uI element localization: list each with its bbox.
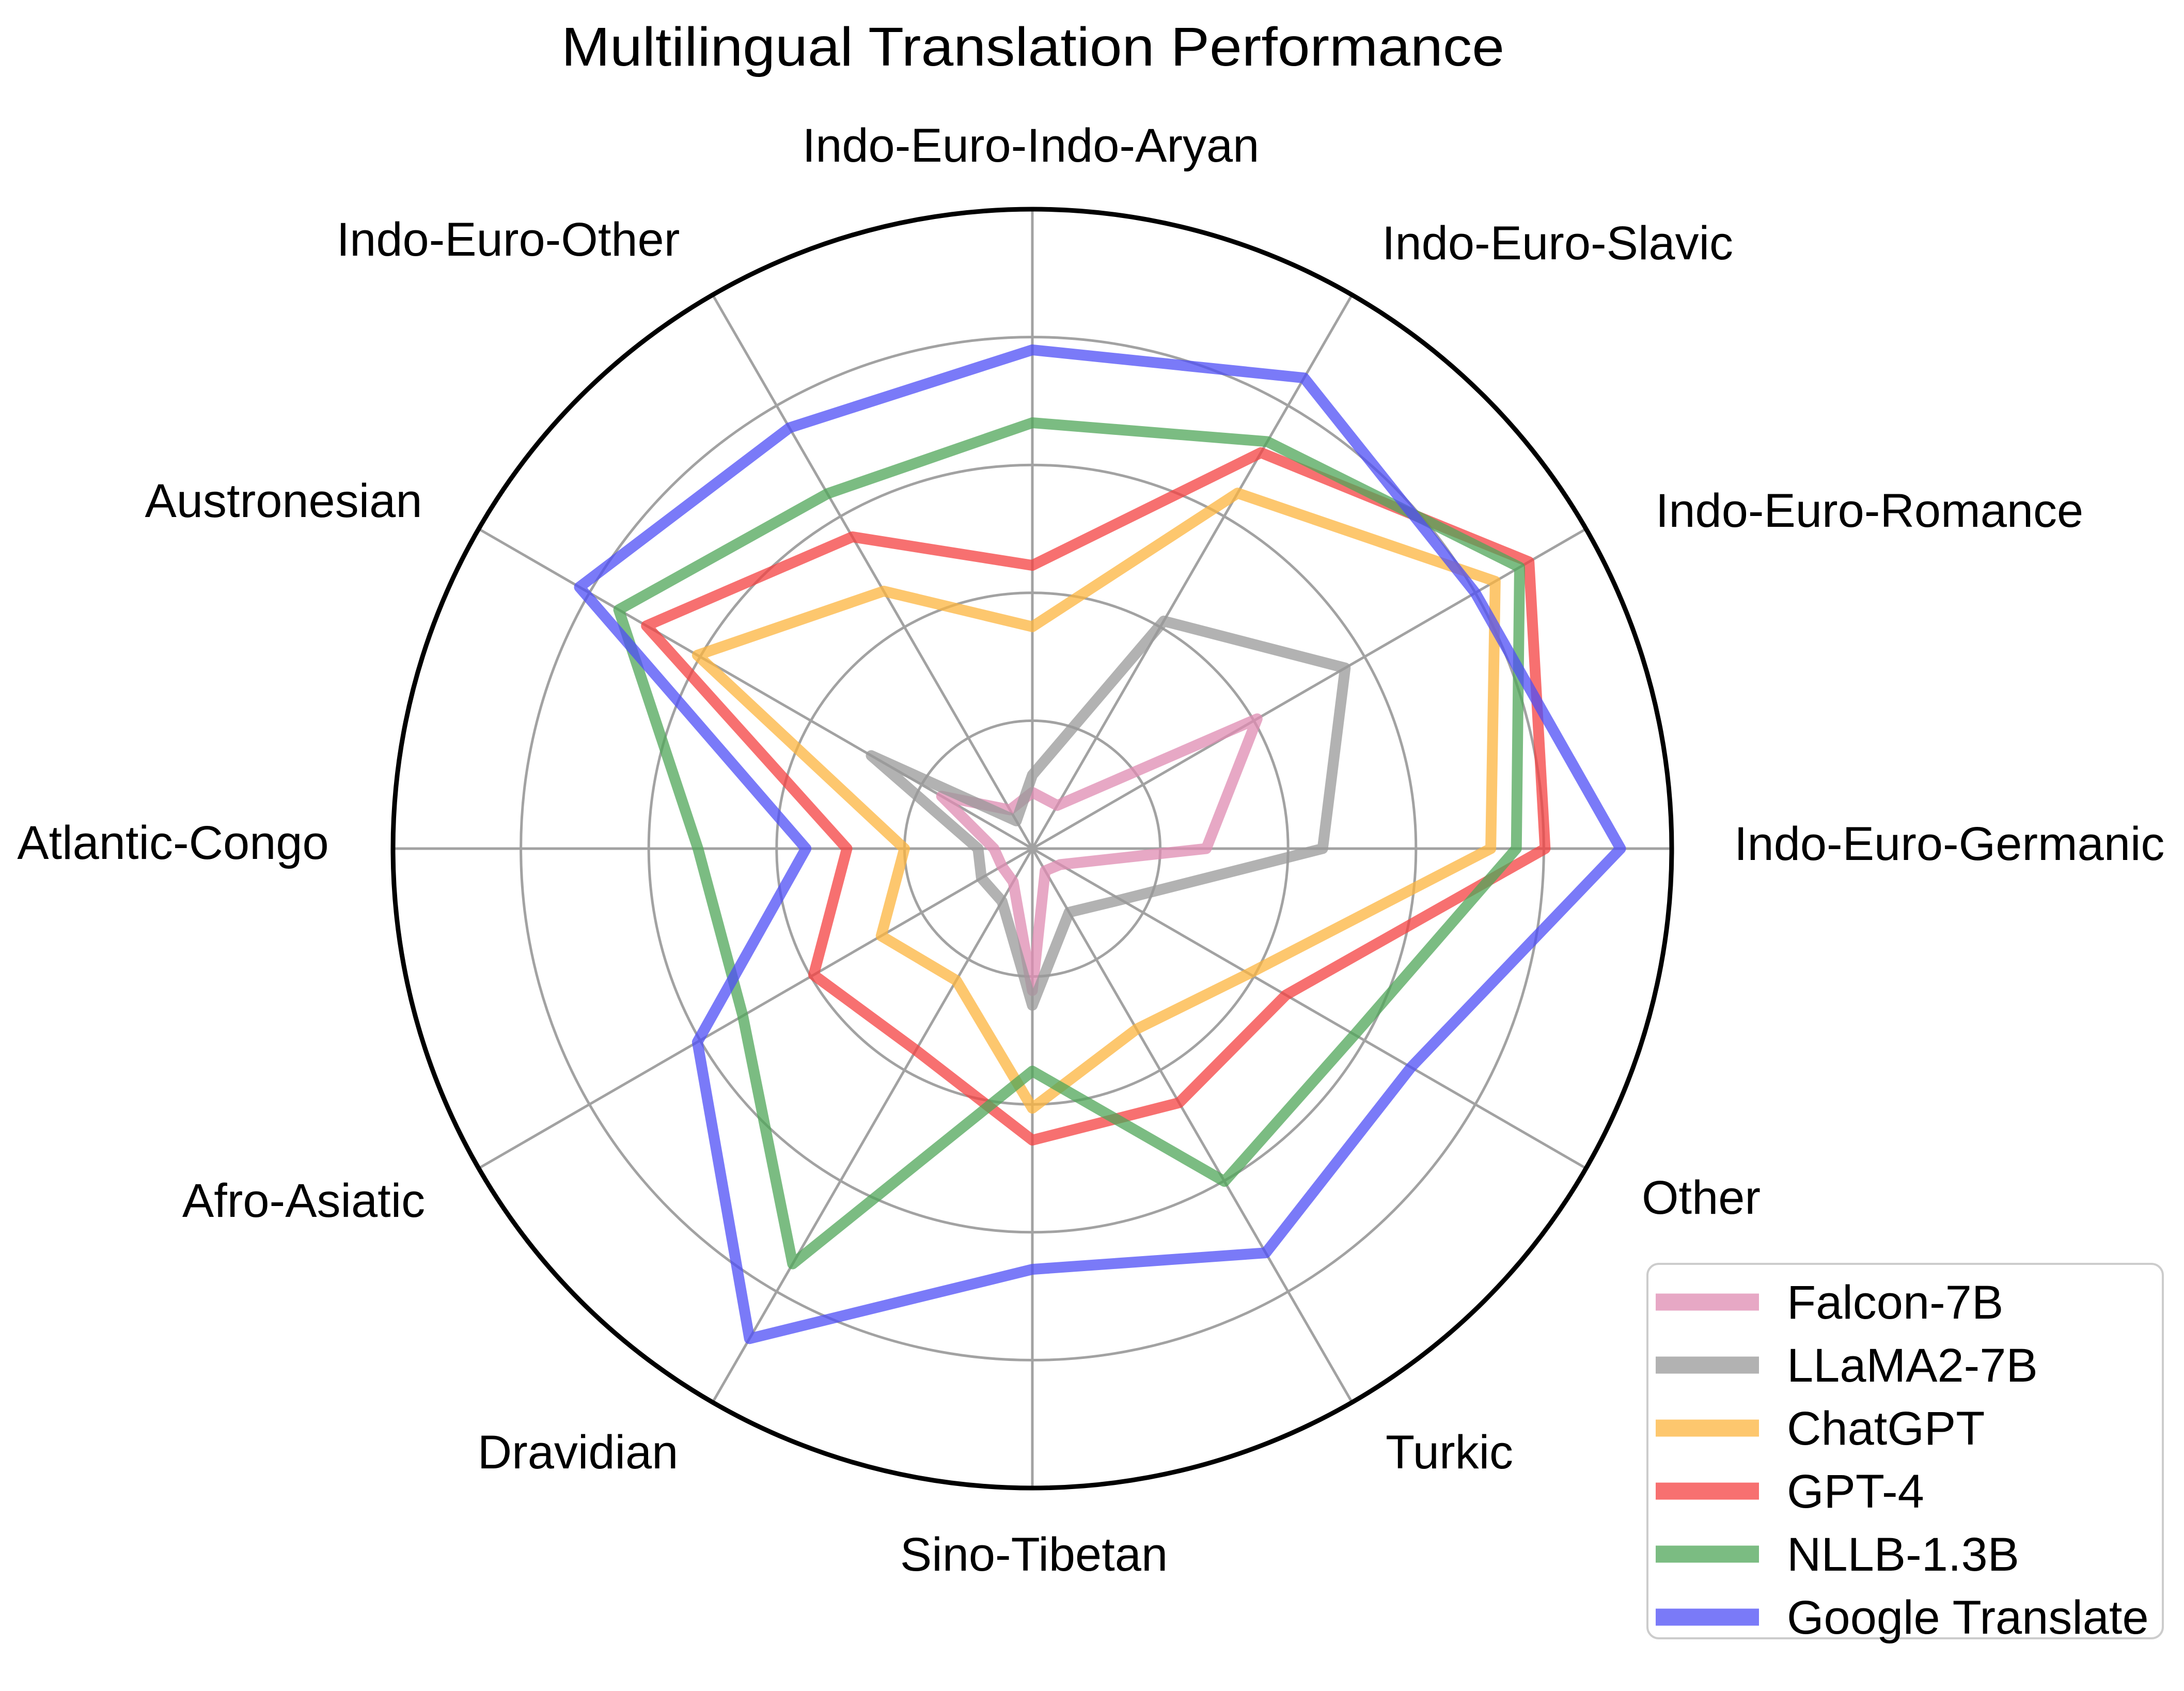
svg-text:NLLB-1.3B: NLLB-1.3B (1787, 1528, 2019, 1581)
svg-text:Other: Other (1642, 1171, 1761, 1224)
svg-text:Sino-Tibetan: Sino-Tibetan (900, 1528, 1168, 1581)
svg-text:Multilingual Translation Perfo: Multilingual Translation Performance (561, 17, 1504, 77)
svg-text:Turkic: Turkic (1386, 1426, 1513, 1479)
svg-text:Dravidian: Dravidian (478, 1426, 679, 1479)
svg-text:Indo-Euro-Indo-Aryan: Indo-Euro-Indo-Aryan (803, 119, 1260, 172)
svg-text:Falcon-7B: Falcon-7B (1787, 1276, 2003, 1329)
svg-text:GPT-4: GPT-4 (1787, 1465, 1924, 1518)
svg-text:LLaMA2-7B: LLaMA2-7B (1787, 1339, 2038, 1392)
svg-text:Google Translate: Google Translate (1787, 1591, 2149, 1644)
svg-text:ChatGPT: ChatGPT (1787, 1402, 1985, 1455)
svg-text:Indo-Euro-Other: Indo-Euro-Other (337, 213, 680, 266)
svg-text:Indo-Euro-Romance: Indo-Euro-Romance (1656, 484, 2083, 537)
svg-text:Indo-Euro-Slavic: Indo-Euro-Slavic (1382, 217, 1733, 270)
svg-text:Indo-Euro-Germanic: Indo-Euro-Germanic (1734, 818, 2164, 870)
svg-text:Austronesian: Austronesian (145, 475, 422, 527)
svg-text:Atlantic-Congo: Atlantic-Congo (17, 817, 328, 869)
svg-text:Afro-Asiatic: Afro-Asiatic (182, 1175, 425, 1227)
